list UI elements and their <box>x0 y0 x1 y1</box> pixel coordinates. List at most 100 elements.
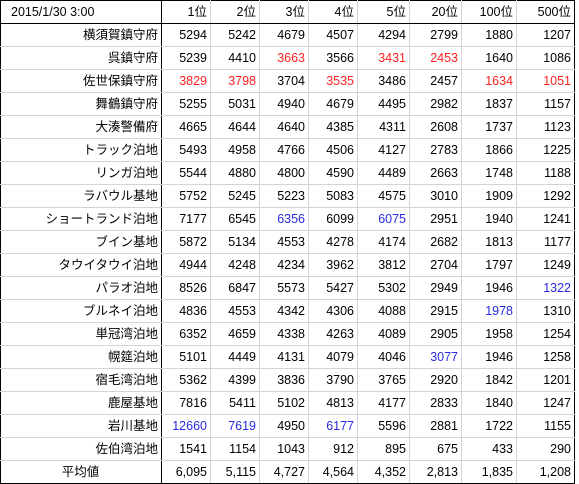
score-cell: 290 <box>516 437 575 461</box>
score-cell: 1201 <box>516 368 575 392</box>
score-cell: 4342 <box>259 299 309 323</box>
score-cell: 4958 <box>210 138 260 162</box>
base-name-cell: リンガ泊地 <box>0 161 162 185</box>
score-cell: 2453 <box>409 46 462 70</box>
table-row: 岩川基地 12660 7619 4950 6177 5596 2881 1722 1155 <box>0 414 575 438</box>
score-cell: 4263 <box>308 322 358 346</box>
score-cell: 4234 <box>259 253 309 277</box>
score-cell: 1946 <box>461 276 517 300</box>
column-header: 1位 <box>161 0 211 24</box>
score-cell: 7816 <box>161 391 211 415</box>
score-cell: 5245 <box>210 184 260 208</box>
score-cell: 1737 <box>461 115 517 139</box>
score-cell: 4679 <box>259 23 309 47</box>
column-header: 2位 <box>210 0 260 24</box>
average-cell: 5,115 <box>210 460 260 484</box>
score-cell: 4306 <box>308 299 358 323</box>
base-name-cell: ラバウル基地 <box>0 184 162 208</box>
base-name-cell: ブルネイ泊地 <box>0 299 162 323</box>
base-name-cell: 宿毛湾泊地 <box>0 368 162 392</box>
score-cell: 5239 <box>161 46 211 70</box>
score-cell: 1748 <box>461 161 517 185</box>
score-cell: 3812 <box>357 253 410 277</box>
score-cell: 433 <box>461 437 517 461</box>
table-row: 呉鎮守府 5239 4410 3663 3566 3431 2453 1640 1086 <box>0 46 575 70</box>
average-cell: 4,352 <box>357 460 410 484</box>
score-cell: 3704 <box>259 69 309 93</box>
score-cell: 5362 <box>161 368 211 392</box>
score-cell: 895 <box>357 437 410 461</box>
score-cell: 4489 <box>357 161 410 185</box>
score-cell: 2608 <box>409 115 462 139</box>
column-header: 100位 <box>461 0 517 24</box>
score-cell: 3431 <box>357 46 410 70</box>
score-cell: 5223 <box>259 184 309 208</box>
score-cell: 4640 <box>259 115 309 139</box>
score-cell: 2951 <box>409 207 462 231</box>
score-cell: 1225 <box>516 138 575 162</box>
base-name-cell: 横須賀鎮守府 <box>0 23 162 47</box>
score-cell: 1241 <box>516 207 575 231</box>
score-cell: 4590 <box>308 161 358 185</box>
score-cell: 1946 <box>461 345 517 369</box>
base-name-cell: パラオ泊地 <box>0 276 162 300</box>
score-cell: 3962 <box>308 253 358 277</box>
score-cell: 1188 <box>516 161 575 185</box>
score-cell: 4311 <box>357 115 410 139</box>
score-cell: 4079 <box>308 345 358 369</box>
score-cell: 4553 <box>210 299 260 323</box>
table-row: 舞鶴鎮守府 5255 5031 4940 4679 4495 2982 1837 1157 <box>0 92 575 116</box>
score-cell: 4495 <box>357 92 410 116</box>
score-cell: 3765 <box>357 368 410 392</box>
score-cell: 1123 <box>516 115 575 139</box>
score-cell: 2982 <box>409 92 462 116</box>
table-row: ブイン基地 5872 5134 4553 4278 4174 2682 1813 1177 <box>0 230 575 254</box>
table-row: 単冠湾泊地 6352 4659 4338 4263 4089 2905 1958 1254 <box>0 322 575 346</box>
score-cell: 4399 <box>210 368 260 392</box>
score-cell: 5102 <box>259 391 309 415</box>
table-row: 佐伯湾泊地 1541 1154 1043 912 895 675 433 290 <box>0 437 575 461</box>
average-row: 平均値 6,095 5,115 4,727 4,564 4,352 2,813 1,835 1,… <box>0 460 575 484</box>
score-cell: 1797 <box>461 253 517 277</box>
score-cell: 4294 <box>357 23 410 47</box>
score-cell: 3535 <box>308 69 358 93</box>
score-cell: 1837 <box>461 92 517 116</box>
score-cell: 6847 <box>210 276 260 300</box>
average-label: 平均値 <box>0 460 162 484</box>
score-cell: 4944 <box>161 253 211 277</box>
score-cell: 5872 <box>161 230 211 254</box>
score-cell: 6352 <box>161 322 211 346</box>
base-name-cell: 単冠湾泊地 <box>0 322 162 346</box>
score-cell: 2783 <box>409 138 462 162</box>
score-cell: 1292 <box>516 184 575 208</box>
score-cell: 1154 <box>210 437 260 461</box>
table-row: トラック泊地 5493 4958 4766 4506 4127 2783 1866 1225 <box>0 138 575 162</box>
score-cell: 2915 <box>409 299 462 323</box>
score-cell: 4410 <box>210 46 260 70</box>
score-cell: 4880 <box>210 161 260 185</box>
score-cell: 4940 <box>259 92 309 116</box>
column-header: 20位 <box>409 0 462 24</box>
table-row: 大湊警備府 4665 4644 4640 4385 4311 2608 1737 1123 <box>0 115 575 139</box>
table-row: 横須賀鎮守府 5294 5242 4679 4507 4294 2799 1880 1207 <box>0 23 575 47</box>
score-cell: 4553 <box>259 230 309 254</box>
score-cell: 1249 <box>516 253 575 277</box>
score-cell: 1157 <box>516 92 575 116</box>
score-cell: 5031 <box>210 92 260 116</box>
base-name-cell: 鹿屋基地 <box>0 391 162 415</box>
base-name-cell: 舞鶴鎮守府 <box>0 92 162 116</box>
score-cell: 4174 <box>357 230 410 254</box>
score-cell: 2682 <box>409 230 462 254</box>
score-cell: 1254 <box>516 322 575 346</box>
score-cell: 4088 <box>357 299 410 323</box>
score-cell: 1177 <box>516 230 575 254</box>
base-name-cell: 大湊警備府 <box>0 115 162 139</box>
score-cell: 1813 <box>461 230 517 254</box>
score-cell: 5294 <box>161 23 211 47</box>
score-cell: 4127 <box>357 138 410 162</box>
score-cell: 1258 <box>516 345 575 369</box>
column-header: 3位 <box>259 0 309 24</box>
score-cell: 4131 <box>259 345 309 369</box>
score-cell: 2881 <box>409 414 462 438</box>
base-name-cell: 呉鎮守府 <box>0 46 162 70</box>
